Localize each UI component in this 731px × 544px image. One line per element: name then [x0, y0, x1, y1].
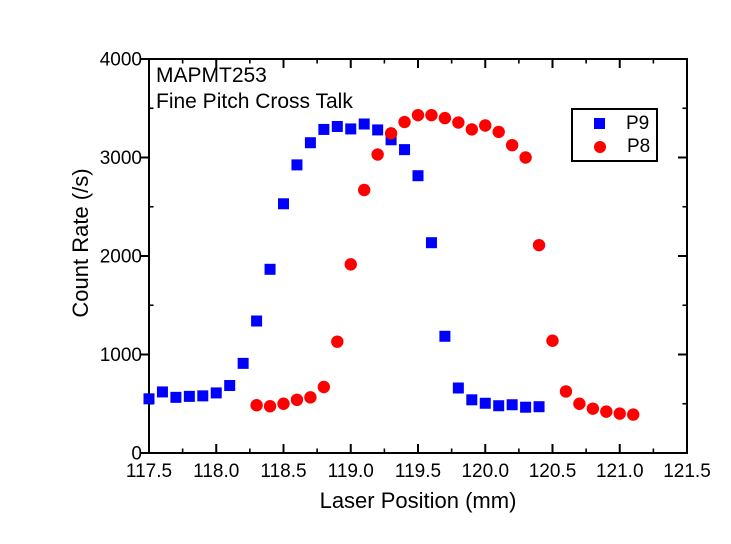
P8-marker: [250, 399, 263, 412]
P9-marker: [358, 118, 370, 130]
P9-marker: [251, 315, 263, 327]
P8-marker: [627, 408, 640, 421]
P9-marker: [318, 123, 330, 135]
P8-marker: [505, 138, 519, 152]
x-tick-label: 117.5: [126, 461, 172, 482]
P9-marker: [520, 401, 532, 413]
P9-marker: [412, 170, 424, 182]
P9-marker: [304, 137, 316, 149]
P9-marker: [278, 198, 289, 210]
P9-marker: [224, 380, 236, 392]
P8-marker: [452, 116, 465, 129]
plot-title-line2: Fine Pitch Cross Talk: [156, 90, 353, 113]
P9-marker: [197, 390, 209, 402]
legend-label-p9: P9: [626, 113, 650, 134]
P9-marker: [533, 401, 545, 413]
x-tick-label: 120.0: [461, 461, 509, 482]
x-tick-label: 118.0: [193, 461, 239, 482]
legend-item-p8: P8: [573, 135, 656, 158]
P8-marker: [277, 397, 290, 410]
x-tick-label: 119.0: [328, 461, 374, 482]
P8-marker: [344, 258, 357, 271]
P9-marker: [237, 357, 249, 369]
y-tick-label: 0: [131, 444, 142, 465]
P8-marker: [438, 111, 452, 125]
x-tick-label: 120.5: [529, 461, 577, 482]
P8-marker: [263, 400, 277, 413]
P8-marker: [559, 385, 573, 398]
series-P8: [250, 108, 640, 421]
P9-marker: [493, 400, 505, 412]
series-P9: [143, 118, 545, 413]
p9-square-marker: [594, 118, 605, 129]
P8-marker: [304, 391, 317, 404]
P8-marker: [398, 115, 411, 129]
P9-marker: [439, 330, 451, 342]
P8-marker: [465, 123, 478, 136]
x-axis-label: Laser Position (mm): [319, 488, 517, 513]
plot-frame: [148, 58, 688, 454]
P9-marker: [170, 391, 182, 403]
P9-marker: [143, 393, 155, 405]
P8-marker: [425, 108, 438, 122]
P8-marker: [573, 397, 586, 410]
P8-marker: [411, 108, 425, 122]
plot-title: MAPMT253 Fine Pitch Cross Talk: [156, 63, 353, 115]
x-tick-label: 118.5: [260, 461, 306, 482]
P9-marker: [385, 134, 397, 146]
P8-marker: [586, 402, 600, 415]
y-tick-label: 2000: [100, 247, 142, 268]
P9-marker: [264, 263, 276, 275]
P8-marker: [613, 407, 626, 420]
P9-marker: [466, 394, 478, 406]
P9-marker: [399, 144, 411, 156]
x-tick-labels: 117.5 118.0 118.5 119.0 119.5 120.0 120.5 121.0…: [126, 461, 711, 482]
P9-marker: [345, 123, 357, 135]
x-tick-label: 121.5: [663, 461, 711, 482]
P9-marker: [372, 124, 384, 136]
P9-marker: [331, 120, 343, 132]
P9-marker: [183, 390, 195, 402]
y-tick-label: 3000: [100, 148, 142, 169]
P8-marker: [371, 148, 384, 161]
y-tick-label: 4000: [100, 50, 142, 71]
plot-title-line1: MAPMT253: [156, 64, 267, 87]
P9-marker: [210, 387, 222, 399]
y-tick-labels: 0 1000 2000 3000 4000: [100, 50, 142, 465]
P9-marker: [156, 386, 168, 398]
legend-item-p9: P9: [573, 112, 656, 135]
p8-circle-marker: [594, 140, 606, 153]
P8-marker: [384, 127, 398, 140]
y-tick-label: 1000: [100, 345, 142, 366]
P8-marker: [492, 125, 505, 139]
legend: P9 P8: [571, 108, 658, 162]
P9-marker: [291, 159, 303, 171]
P8-marker: [600, 405, 613, 418]
legend-label-p8: P8: [627, 136, 651, 157]
x-tick-label: 119.5: [395, 461, 441, 482]
P8-marker: [317, 380, 331, 394]
y-axis-label: Count Rate (/s): [68, 168, 93, 318]
P8-marker: [546, 334, 559, 347]
x-tick-label: 121.0: [596, 461, 644, 482]
P8-marker: [532, 238, 546, 252]
P8-marker: [331, 335, 344, 348]
P8-marker: [479, 119, 492, 132]
P8-marker: [358, 183, 371, 197]
P9-marker: [425, 237, 437, 249]
P9-marker: [452, 382, 464, 394]
P8-marker: [519, 151, 532, 164]
P9-marker: [479, 397, 491, 409]
P9-marker: [506, 399, 518, 411]
P8-marker: [290, 393, 304, 407]
